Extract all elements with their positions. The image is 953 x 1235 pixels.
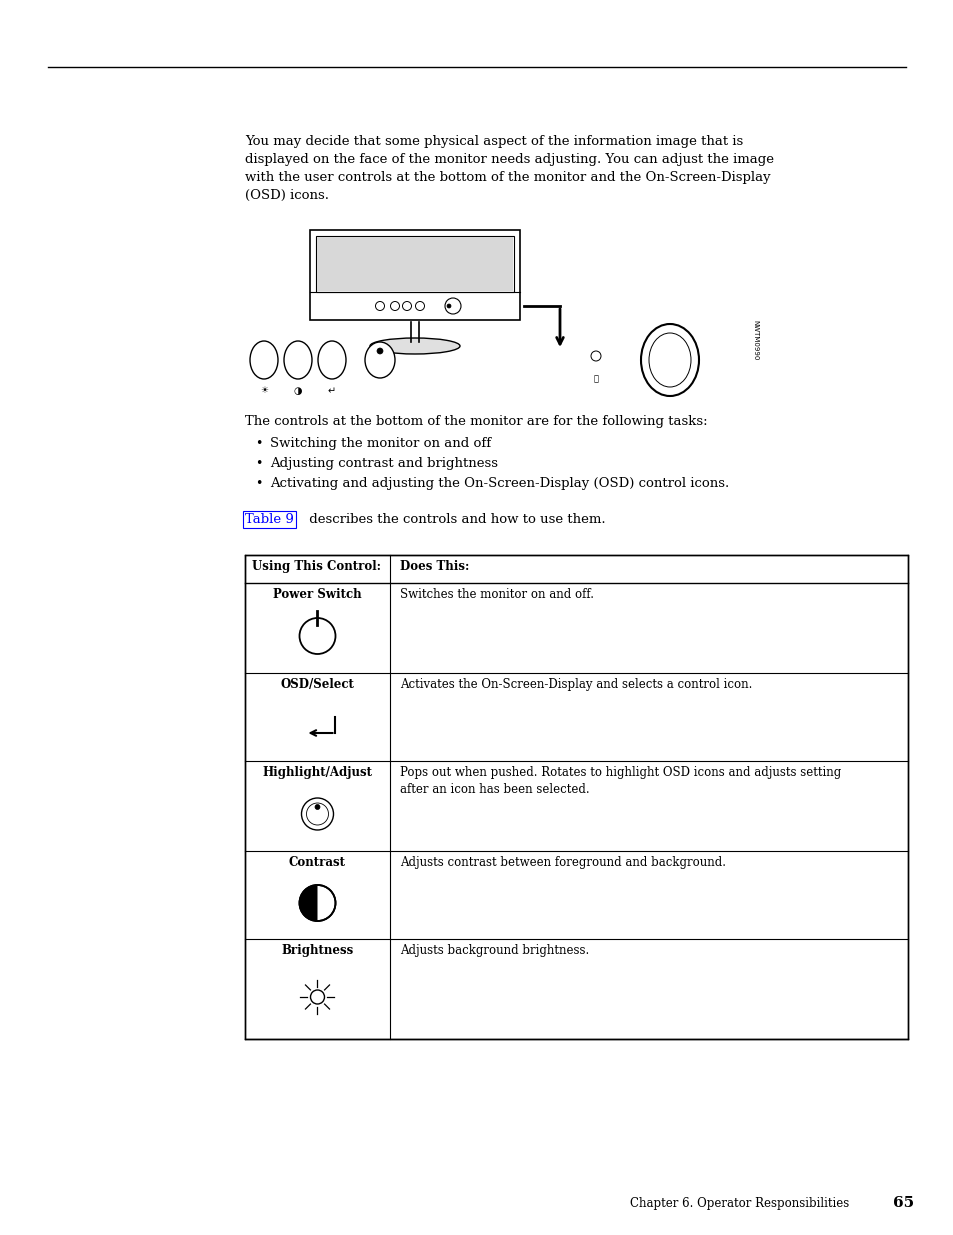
- Text: Switches the monitor on and off.: Switches the monitor on and off.: [399, 588, 594, 601]
- Text: ⓘ: ⓘ: [593, 374, 598, 383]
- Ellipse shape: [648, 333, 690, 387]
- Text: Contrast: Contrast: [289, 856, 346, 869]
- Text: Chapter 6. Operator Responsibilities: Chapter 6. Operator Responsibilities: [629, 1197, 848, 1210]
- Circle shape: [390, 301, 399, 310]
- Circle shape: [444, 298, 460, 314]
- Text: 65: 65: [892, 1195, 913, 1210]
- Text: describes the controls and how to use them.: describes the controls and how to use th…: [305, 513, 605, 526]
- Ellipse shape: [365, 342, 395, 378]
- Bar: [316, 237, 513, 291]
- Text: ☀: ☀: [259, 387, 268, 395]
- Text: with the user controls at the bottom of the monitor and the On-Screen-Display: with the user controls at the bottom of …: [245, 170, 770, 184]
- Text: •: •: [254, 477, 262, 490]
- Text: Table 9: Table 9: [245, 513, 294, 526]
- Text: Activates the On-Screen-Display and selects a control icon.: Activates the On-Screen-Display and sele…: [399, 678, 752, 692]
- Text: Power Switch: Power Switch: [273, 588, 361, 601]
- Text: after an icon has been selected.: after an icon has been selected.: [399, 783, 589, 797]
- Circle shape: [299, 618, 335, 655]
- Text: •: •: [254, 457, 262, 471]
- Polygon shape: [299, 885, 317, 921]
- Text: ↵: ↵: [328, 387, 335, 396]
- Text: Switching the monitor on and off: Switching the monitor on and off: [270, 437, 491, 450]
- Text: Highlight/Adjust: Highlight/Adjust: [262, 766, 372, 779]
- Text: NWTM0990: NWTM0990: [751, 320, 758, 361]
- Text: Adjusts contrast between foreground and background.: Adjusts contrast between foreground and …: [399, 856, 725, 869]
- Bar: [310, 230, 519, 320]
- Text: OSD/Select: OSD/Select: [280, 678, 355, 692]
- Text: Does This:: Does This:: [399, 559, 469, 573]
- Circle shape: [447, 304, 451, 308]
- Text: Adjusts background brightness.: Adjusts background brightness.: [399, 944, 589, 957]
- Ellipse shape: [317, 341, 346, 379]
- Circle shape: [416, 301, 424, 310]
- Text: Adjusting contrast and brightness: Adjusting contrast and brightness: [270, 457, 497, 471]
- Circle shape: [375, 301, 384, 310]
- Ellipse shape: [250, 341, 277, 379]
- Bar: [315, 236, 514, 291]
- Text: •: •: [254, 437, 262, 450]
- Ellipse shape: [284, 341, 312, 379]
- Ellipse shape: [640, 324, 699, 396]
- Text: (OSD) icons.: (OSD) icons.: [245, 189, 329, 203]
- Circle shape: [590, 351, 600, 361]
- Circle shape: [299, 885, 335, 921]
- Text: Pops out when pushed. Rotates to highlight OSD icons and adjusts setting: Pops out when pushed. Rotates to highlig…: [399, 766, 841, 779]
- Text: ◑: ◑: [294, 387, 302, 396]
- Circle shape: [314, 804, 319, 809]
- Circle shape: [306, 803, 328, 825]
- Circle shape: [310, 990, 324, 1004]
- Circle shape: [402, 301, 411, 310]
- Text: You may decide that some physical aspect of the information image that is: You may decide that some physical aspect…: [245, 135, 742, 148]
- Circle shape: [301, 798, 334, 830]
- Text: Using This Control:: Using This Control:: [252, 559, 380, 573]
- Circle shape: [376, 348, 382, 354]
- Bar: [245, 555, 907, 1039]
- Text: Activating and adjusting the On-Screen-Display (OSD) control icons.: Activating and adjusting the On-Screen-D…: [270, 477, 728, 490]
- Text: The controls at the bottom of the monitor are for the following tasks:: The controls at the bottom of the monito…: [245, 415, 707, 429]
- Text: Brightness: Brightness: [281, 944, 354, 957]
- Text: displayed on the face of the monitor needs adjusting. You can adjust the image: displayed on the face of the monitor nee…: [245, 153, 773, 165]
- Ellipse shape: [370, 338, 459, 354]
